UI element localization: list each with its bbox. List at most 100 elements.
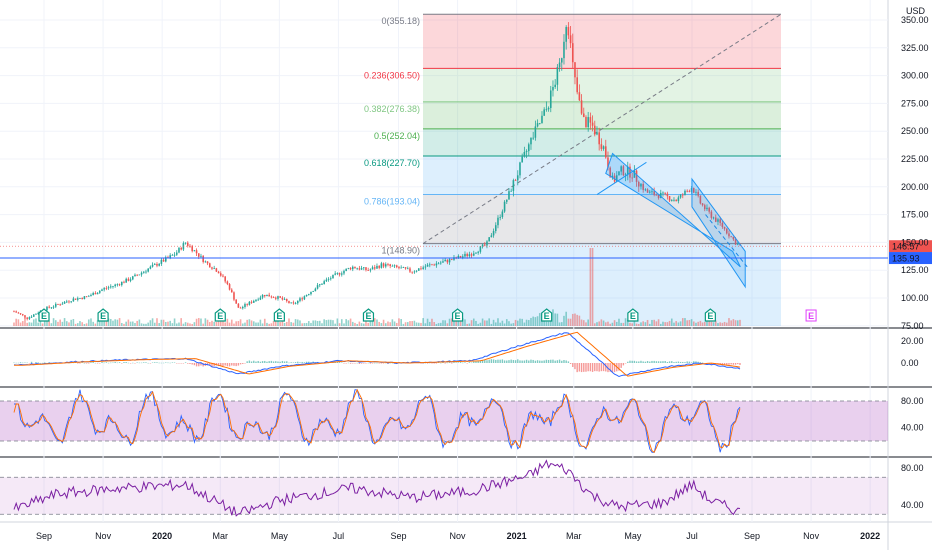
macd-histogram-bar [275,361,277,363]
candle-body [600,144,603,149]
candle-body [354,266,356,269]
macd-histogram-bar [41,362,44,364]
volume-bar [494,322,497,326]
volume-bar [107,318,110,326]
volume-bar [477,323,479,326]
macd-histogram-bar [200,363,202,366]
volume-bar [739,319,741,326]
candle-body [607,157,609,168]
candle-body [420,268,422,270]
candle-body [195,250,198,254]
volume-bar [206,319,209,326]
candle-body [494,225,497,232]
candle-body [569,35,572,44]
volume-bar [415,322,418,326]
volume-bar [664,322,666,326]
candle-body [541,115,543,124]
candle-body [217,271,220,274]
volume-bar [215,322,218,326]
candle-body [675,199,677,202]
macd-histogram-bar [512,360,515,363]
macd-histogram-bar [490,359,493,363]
candle-body [477,251,479,253]
volume-bar [464,319,466,326]
macd-histogram-bar [176,363,178,364]
candle-body [222,275,224,277]
volume-bar [475,320,477,326]
macd-histogram-bar [297,361,299,363]
price-tick-label: 250.00 [901,126,929,136]
volume-bar [343,323,345,326]
volume-bar [527,320,530,326]
volume-bar [274,319,277,326]
volume-bar [312,320,314,326]
macd-histogram-bar [523,360,526,363]
macd-histogram-bar [158,362,160,364]
candle-body [468,254,471,257]
macd-histogram-bar [13,362,15,364]
rsi-pane [0,459,888,517]
candle-body [228,284,231,290]
macd-histogram-bar [325,361,328,363]
macd-histogram-bar [613,363,616,373]
macd-histogram-bar [431,363,433,364]
macd-histogram-bar [220,363,222,366]
volume-bar [235,321,237,326]
macd-histogram-bar [732,363,735,365]
macd-histogram-bar [187,363,189,364]
macd-histogram-bar [83,362,86,364]
candle-body [697,191,699,196]
macd-histogram-bar [543,360,545,363]
volume-bar [607,321,609,326]
candle-body [558,62,561,68]
candle-body [450,259,453,260]
macd-histogram-bar [730,363,732,365]
macd-histogram-bar [440,362,442,364]
macd-histogram-bar [448,362,451,363]
candle-body [376,265,378,269]
candle-body [241,306,244,309]
price-tick-label: 100.00 [901,293,929,303]
volume-bar [316,320,319,326]
macd-histogram-bar [244,363,246,364]
volume-bar [598,321,600,326]
macd-histogram-bar [701,362,704,364]
earnings-marker: E [273,308,285,322]
volume-bar [318,320,321,326]
candle-body [681,194,684,196]
candle-body [329,278,332,280]
candle-body [393,265,396,267]
macd-histogram-bar [107,362,110,364]
volume-bar [208,322,211,326]
candle-body [547,107,550,110]
macd-histogram-bar [651,360,653,363]
fib-level-label: 0.382(276.38) [364,104,420,114]
volume-bar [719,322,721,326]
candle-body [156,263,158,266]
time-tick-label: Sep [390,531,406,541]
candle-body [563,41,565,59]
candle-body [461,256,464,258]
volume-bar [140,323,143,326]
earnings-marker-label: E [544,311,550,321]
candle-body [336,272,339,274]
volume-bar [233,323,235,326]
candle-body [193,250,196,252]
volume-bar [589,248,592,326]
candle-body [532,137,534,139]
candle-body [288,301,290,304]
candle-body [118,284,121,286]
earnings-marker-label: E [100,311,106,321]
candle-body [164,257,167,262]
volume-bar [134,323,136,326]
candle-body [246,304,248,305]
candle-body [644,189,647,191]
volume-bar [714,320,717,326]
macd-histogram-bar [521,360,523,363]
volume-bar [389,322,391,326]
macd-histogram-bar [653,360,655,363]
macd-histogram-bar [138,362,141,364]
macd-histogram-bar [277,361,279,363]
macd-histogram-bar [591,363,594,372]
